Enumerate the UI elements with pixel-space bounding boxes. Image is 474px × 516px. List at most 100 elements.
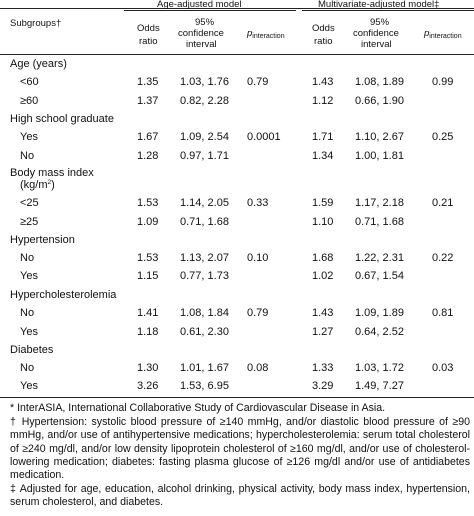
mv-odds-ratio: 1.59 [312,197,334,209]
age-ci: 0.71, 1.68 [180,216,229,228]
mv-p-header: pinteraction [424,28,462,40]
mv-odds-ratio: 1.71 [312,131,334,143]
table-bottom-rule [0,397,474,398]
row-label: <25 [20,197,39,209]
row-label: Yes [20,270,38,282]
mv-p-interaction: 0.03 [432,362,454,374]
row-label: No [20,252,35,264]
group-title-diabetes: Diabetes [10,344,54,356]
mv-ci: 0.71, 1.68 [355,216,404,228]
mv-odds-ratio: 1.43 [312,76,334,88]
group-title-hypertension: Hypertension [10,234,75,246]
mv-odds-ratio: 1.02 [312,270,334,282]
age-ci: 1.03, 1.76 [180,76,229,88]
footnote-adjustment: ‡ Adjusted for age, education, alcohol d… [10,483,470,509]
age-odds-ratio: 1.41 [137,307,159,319]
mv-ci: 1.03, 1.72 [355,362,404,374]
row-label: Yes [20,326,38,338]
age-ci-header-1: 95% [195,17,215,28]
mv-odds-ratio: 1.68 [312,252,334,264]
mv-ci: 0.66, 1.90 [355,95,404,107]
top-rule [0,8,474,9]
age-ci: 0.77, 1.73 [180,270,229,282]
age-p-interaction: 0.0001 [247,131,281,143]
age-ci: 1.01, 1.67 [180,362,229,374]
age-ci-header-2: confidence [178,28,224,39]
age-odds-ratio: 1.15 [137,270,159,282]
age-odds-ratio: 1.53 [137,252,159,264]
subgroups-header: Subgroups† [10,18,62,29]
mv-odds-ratio: 1.43 [312,307,334,319]
age-odds-header-2: ratio [139,36,158,47]
mv-ci: 1.49, 7.27 [355,380,404,392]
mv-p-interaction: 0.25 [432,131,454,143]
age-odds-ratio: 3.26 [137,380,159,392]
age-p-header: pinteraction [247,28,285,40]
age-ci-header-3: interval [186,39,217,50]
row-label: No [20,150,35,162]
age-odds-ratio: 1.09 [137,216,159,228]
age-p-interaction: 0.79 [247,76,269,88]
header-bottom-rule [0,54,474,55]
row-label: No [20,307,35,319]
age-odds-ratio: 1.30 [137,362,159,374]
age-odds-ratio: 1.18 [137,326,159,338]
mv-odds-header-1: Odds [312,23,335,34]
mv-p-interaction: 0.81 [432,307,454,319]
age-odds-ratio: 1.28 [137,150,159,162]
mv-ci: 0.67, 1.54 [355,270,404,282]
footnotes: * InterASIA, International Collaborative… [10,402,470,511]
group-title-hypercholesterolemia: Hypercholesterolemia [10,289,117,301]
mv-ci: 1.09, 1.89 [355,307,404,319]
age-odds-ratio: 1.53 [137,197,159,209]
age-ci: 0.82, 2.28 [180,95,229,107]
footnote-definitions: † Hypertension: systolic blood pressure … [10,416,470,482]
group-title-age: Age (years) [10,58,67,70]
mv-p-interaction: 0.22 [432,252,454,264]
mv-odds-ratio: 1.27 [312,326,334,338]
age-odds-ratio: 1.37 [137,95,159,107]
mv-odds-header-2: ratio [314,36,333,47]
row-label: ≥25 [20,216,39,228]
age-ci: 0.61, 2.30 [180,326,229,338]
age-odds-ratio: 1.67 [137,131,159,143]
multi-model-rule [302,10,474,11]
age-odds-ratio: 1.35 [137,76,159,88]
mv-p-interaction: 0.99 [432,76,454,88]
row-label: ≥60 [20,95,39,107]
mv-odds-ratio: 3.29 [312,380,334,392]
mv-odds-ratio: 1.12 [312,95,334,107]
age-p-interaction: 0.79 [247,307,269,319]
mv-p-interaction: 0.21 [432,197,454,209]
mv-odds-ratio: 1.34 [312,150,334,162]
footnote-interasia: * InterASIA, International Collaborative… [10,402,386,414]
age-ci: 1.14, 2.05 [180,197,229,209]
age-model-rule [124,10,296,11]
row-label: No [20,362,35,374]
mv-ci: 1.08, 1.89 [355,76,404,88]
age-ci: 0.97, 1.71 [180,150,229,162]
group-title-education: High school graduate [10,113,114,125]
age-ci: 1.09, 2.54 [180,131,229,143]
mv-odds-ratio: 1.10 [312,216,334,228]
mv-ci: 1.00, 1.81 [355,150,404,162]
mv-ci-header-2: confidence [353,28,399,39]
age-p-interaction: 0.33 [247,197,269,209]
mv-ci: 0.64, 2.52 [355,326,404,338]
age-model-title: Age-adjusted model [157,0,242,10]
age-p-interaction: 0.10 [247,252,269,264]
mv-ci-header-1: 95% [370,17,390,28]
multi-model-title: Multivariate-adjusted model‡ [318,0,440,10]
age-ci: 1.13, 2.07 [180,252,229,264]
mv-ci: 1.17, 2.18 [355,197,404,209]
age-ci: 1.53, 6.95 [180,380,229,392]
mv-ci: 1.10, 2.67 [355,131,404,143]
row-label: <60 [20,76,39,88]
row-label: Yes [20,380,38,392]
mv-odds-ratio: 1.33 [312,362,334,374]
mv-ci-header-3: interval [361,39,392,50]
age-odds-header-1: Odds [137,23,160,34]
group-title-bmi: Body mass index [10,167,94,179]
age-ci: 1.08, 1.84 [180,307,229,319]
age-p-interaction: 0.08 [247,362,269,374]
